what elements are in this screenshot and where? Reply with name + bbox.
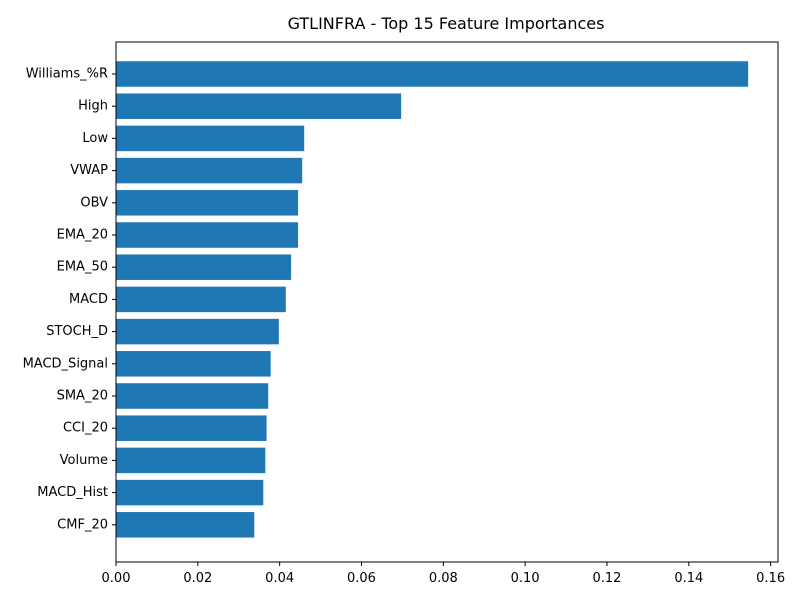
- y-tick-label: VWAP: [70, 163, 108, 178]
- y-tick-label: SMA_20: [57, 389, 108, 404]
- y-tick-label: CMF_20: [57, 517, 108, 532]
- bar-ema-50: [116, 254, 292, 280]
- chart-title: GTLINFRA - Top 15 Feature Importances: [288, 14, 605, 33]
- x-tick-label: 0.04: [265, 571, 294, 586]
- bar-obv: [116, 190, 299, 216]
- y-tick-label: OBV: [80, 195, 108, 210]
- y-tick-label: EMA_20: [57, 228, 108, 243]
- y-tick-label: Low: [82, 131, 108, 146]
- bar-vwap: [116, 157, 303, 184]
- x-tick-label: 0.00: [102, 571, 131, 586]
- bars-group: [116, 61, 749, 538]
- plot-frame: [115, 41, 779, 563]
- y-tick-label: MACD: [69, 292, 108, 307]
- bar-high: [116, 93, 402, 119]
- x-tick-label: 0.12: [592, 571, 621, 586]
- bar-williams-r: [116, 61, 749, 87]
- y-tick-label: EMA_50: [57, 260, 108, 275]
- bar-stoch-d: [116, 318, 279, 345]
- bar-cci-20: [116, 415, 267, 441]
- x-tick-label: 0.14: [674, 571, 703, 586]
- y-tick-label: High: [78, 99, 108, 114]
- bar-sma-20: [116, 383, 269, 409]
- x-tick-label: 0.16: [756, 571, 785, 586]
- x-tick-label: 0.02: [183, 571, 212, 586]
- bar-macd-hist: [116, 479, 264, 506]
- y-tick-label: CCI_20: [63, 421, 108, 436]
- bar-ema-20: [116, 222, 299, 248]
- bar-low: [116, 125, 305, 152]
- x-axis-ticks: 0.00 0.02 0.04 0.06 0.08 0.10 0.12 0.14 0.16: [102, 562, 785, 586]
- bar-volume: [116, 447, 266, 474]
- y-tick-label: MACD_Signal: [23, 356, 108, 371]
- y-tick-label: Williams_%R: [26, 67, 108, 82]
- y-tick-label: MACD_Hist: [37, 485, 108, 500]
- y-tick-label: STOCH_D: [46, 324, 108, 339]
- y-tick-label: Volume: [60, 453, 108, 468]
- bar-macd: [116, 286, 286, 313]
- x-tick-label: 0.06: [347, 571, 376, 586]
- x-tick-label: 0.08: [429, 571, 458, 586]
- bar-macd-signal: [116, 351, 271, 377]
- y-axis-ticks: Williams_%R High Low VWAP OBV EMA_20 EMA_50 MAC…: [23, 67, 116, 532]
- x-tick-label: 0.10: [511, 571, 540, 586]
- bar-cmf-20: [116, 512, 255, 538]
